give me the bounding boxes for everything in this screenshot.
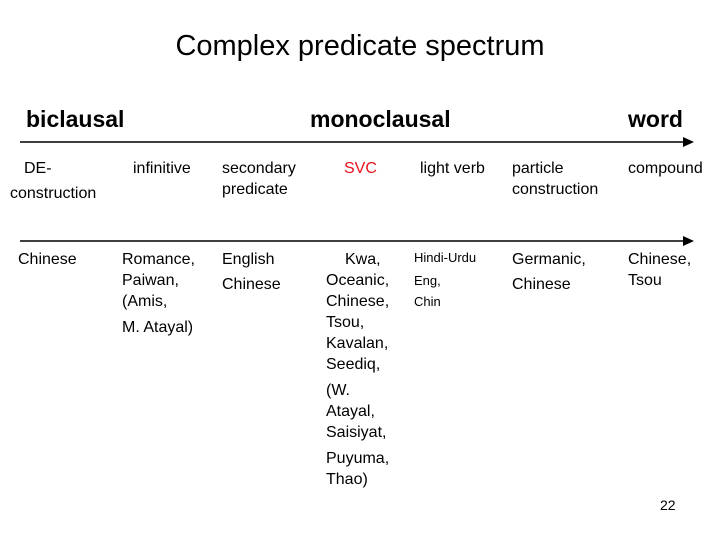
language-line: Kwa,: [345, 251, 381, 268]
language-line: Eng,: [414, 273, 441, 288]
language-line: (W.: [326, 382, 350, 399]
language-line: Saisiyat,: [326, 424, 387, 441]
column-compound: compound: [628, 158, 703, 179]
language-line: English: [222, 251, 275, 268]
language-line: Romance,: [122, 251, 195, 268]
language-line: Tsou,: [326, 314, 365, 331]
language-line: Chinese: [512, 276, 571, 293]
language-line: M. Atayal): [122, 319, 194, 336]
column-secondary-predicate: secondary predicate: [222, 158, 296, 200]
top-arrowhead-icon: [683, 137, 694, 147]
language-line: Puyuma,: [326, 450, 390, 467]
column-line: predicate: [222, 181, 288, 198]
languages-de-construction: Chinese: [18, 249, 77, 270]
column-line: SVC: [344, 160, 377, 177]
language-line: Hindi-Urdu: [414, 250, 477, 265]
languages-secondary-predicate: English Chinese: [222, 249, 281, 295]
languages-svc: Kwa, Oceanic, Chinese, Tsou, Kavalan, Se…: [326, 249, 389, 490]
column-line: construction: [512, 181, 599, 198]
language-line: Oceanic,: [326, 272, 390, 289]
column-line: secondary: [222, 160, 296, 177]
language-line: Tsou: [628, 272, 662, 289]
languages-light-verb: Hindi-Urdu Eng, Chin: [414, 247, 476, 312]
language-line: Atayal,: [326, 403, 375, 420]
language-line: Chinese: [222, 276, 281, 293]
category-monoclausal: monoclausal: [310, 106, 451, 132]
column-line: DE-: [24, 160, 52, 177]
language-line: Chinese: [18, 251, 77, 268]
language-line: (Amis,: [122, 293, 168, 310]
language-line: Chinese,: [326, 293, 390, 310]
column-line: light verb: [420, 160, 485, 177]
column-de-construction: DE- construction: [10, 158, 96, 204]
page-number: 22: [660, 497, 676, 513]
bottom-arrowhead-icon: [683, 236, 694, 246]
column-line: infinitive: [133, 160, 191, 177]
column-line: compound: [628, 160, 703, 177]
category-word: word: [628, 106, 683, 132]
language-line: Seediq,: [326, 356, 381, 373]
language-line: Germanic,: [512, 251, 586, 268]
slide-title: Complex predicate spectrum: [175, 30, 545, 62]
languages-particle-construction: Germanic, Chinese: [512, 249, 586, 295]
column-svc: SVC: [344, 158, 377, 179]
category-biclausal: biclausal: [26, 106, 125, 132]
languages-compound: Chinese, Tsou: [628, 249, 691, 291]
language-line: Chinese,: [628, 251, 692, 268]
language-line: Thao): [326, 471, 368, 488]
column-infinitive: infinitive: [133, 158, 191, 179]
column-line: construction: [10, 185, 97, 202]
column-particle-construction: particle construction: [512, 158, 598, 200]
column-line: particle: [512, 160, 564, 177]
language-line: Paiwan,: [122, 272, 179, 289]
language-line: Chin: [414, 294, 441, 309]
language-line: Kavalan,: [326, 335, 389, 352]
languages-infinitive: Romance, Paiwan, (Amis, M. Atayal): [122, 249, 195, 338]
column-light-verb: light verb: [420, 158, 485, 179]
